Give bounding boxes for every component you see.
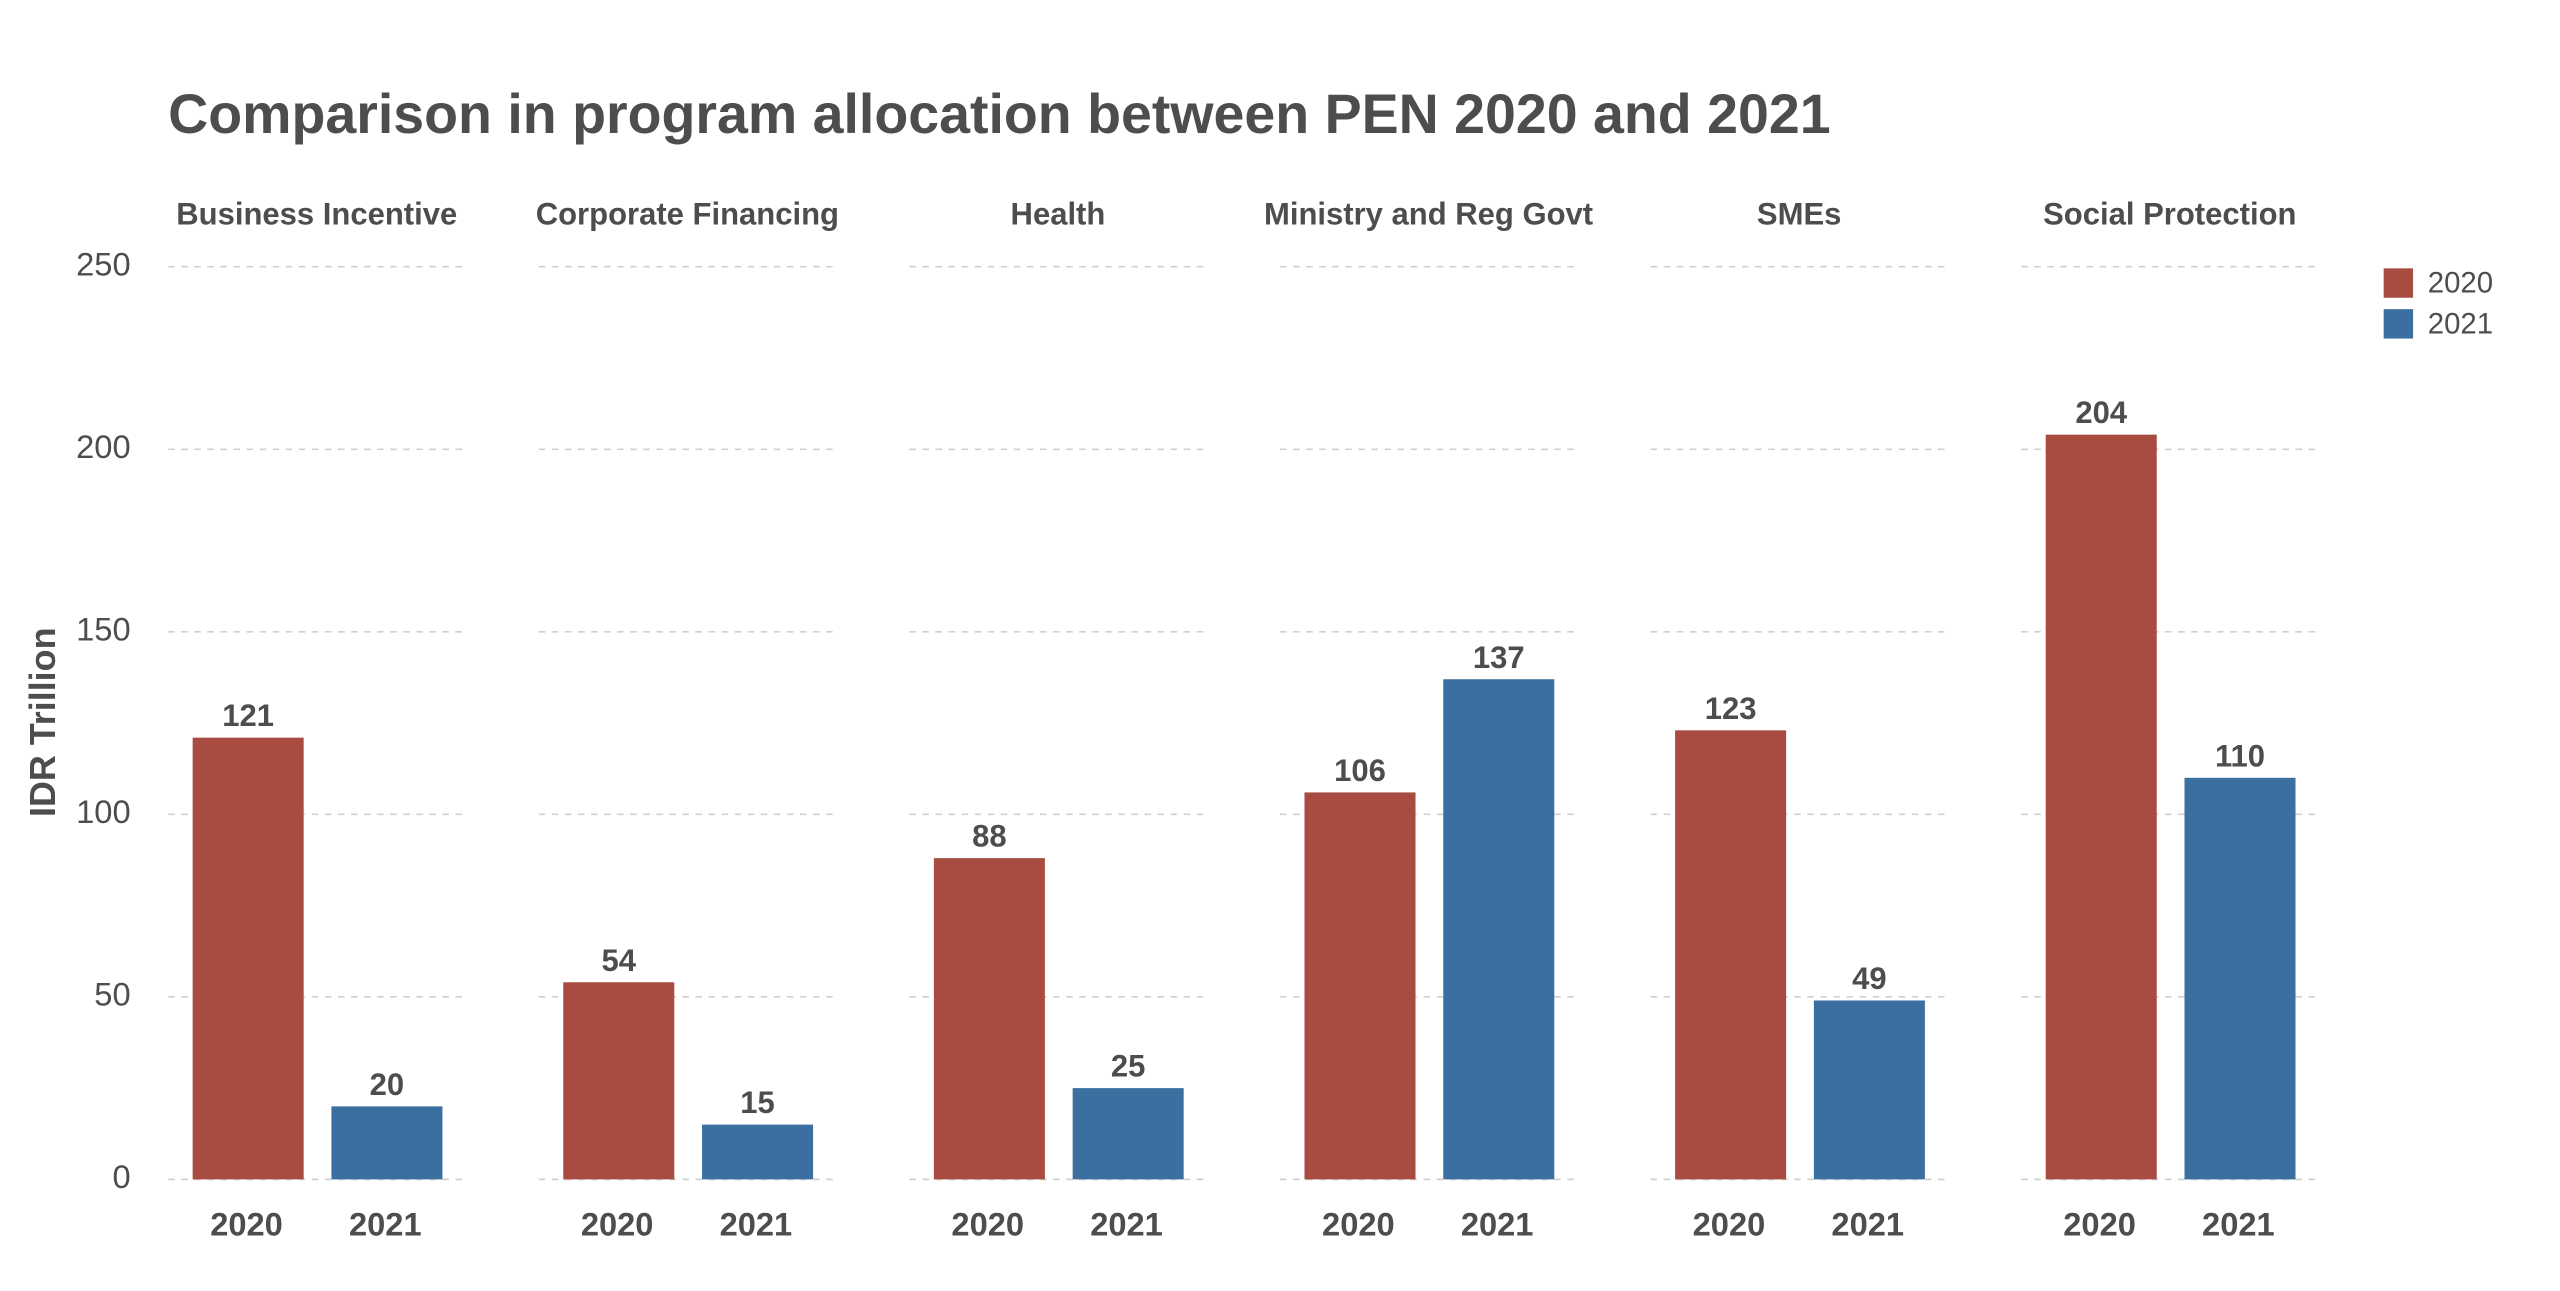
value-label: 204: [2075, 395, 2127, 430]
bar: [1813, 1000, 1925, 1180]
x-tick-label: 2020: [1322, 1205, 1395, 1242]
chart-title: Comparison in program allocation between…: [168, 83, 1830, 145]
y-tick-label: 150: [76, 610, 130, 647]
bar: [192, 737, 304, 1180]
value-label: 25: [1111, 1049, 1145, 1084]
x-tick-label: 2020: [1693, 1205, 1766, 1242]
value-label: 54: [602, 943, 637, 978]
y-axis-label: IDR Trillion: [22, 627, 63, 817]
legend-swatch: [2383, 268, 2414, 298]
facet-label: Corporate Financing: [536, 196, 839, 231]
bar: [2045, 434, 2157, 1180]
value-label: 123: [1705, 691, 1757, 726]
legend-label: 2020: [2428, 266, 2493, 299]
value-label: 20: [370, 1067, 405, 1102]
value-label: 49: [1852, 961, 1887, 996]
bar: [702, 1124, 814, 1180]
bar: [933, 858, 1045, 1180]
y-tick-label: 250: [76, 245, 130, 282]
value-label: 110: [2215, 738, 2265, 773]
x-tick-label: 2020: [2063, 1205, 2136, 1242]
legend-label: 2021: [2428, 307, 2493, 340]
value-label: 88: [972, 819, 1007, 854]
x-tick-label: 2020: [210, 1205, 283, 1242]
x-tick-label: 2021: [1090, 1205, 1163, 1242]
value-label: 121: [222, 698, 274, 733]
value-label: 137: [1473, 640, 1525, 675]
facet-label: SMEs: [1757, 196, 1841, 231]
value-label: 106: [1334, 753, 1386, 788]
bar: [563, 982, 675, 1180]
facet-label: Social Protection: [2043, 196, 2296, 231]
x-tick-label: 2021: [1831, 1205, 1904, 1242]
x-tick-label: 2021: [2202, 1205, 2275, 1242]
bar: [1443, 679, 1555, 1180]
y-tick-label: 200: [76, 428, 130, 465]
legend-swatch: [2383, 309, 2414, 339]
y-tick-label: 50: [94, 975, 130, 1012]
bar: [1072, 1088, 1184, 1180]
x-tick-label: 2020: [581, 1205, 654, 1242]
facet-label: Health: [1011, 196, 1106, 231]
x-tick-label: 2021: [1461, 1205, 1534, 1242]
value-label: 15: [740, 1085, 775, 1120]
bar: [2184, 777, 2296, 1180]
y-tick-label: 100: [76, 793, 130, 830]
x-tick-label: 2021: [720, 1205, 793, 1242]
y-tick-label: 0: [112, 1158, 130, 1195]
x-tick-label: 2020: [951, 1205, 1024, 1242]
bar: [1675, 730, 1787, 1180]
bar: [1304, 792, 1416, 1180]
facet-label: Ministry and Reg Govt: [1264, 196, 1593, 231]
x-tick-label: 2021: [349, 1205, 422, 1242]
bar: [331, 1106, 443, 1180]
facet-label: Business Incentive: [176, 196, 457, 231]
